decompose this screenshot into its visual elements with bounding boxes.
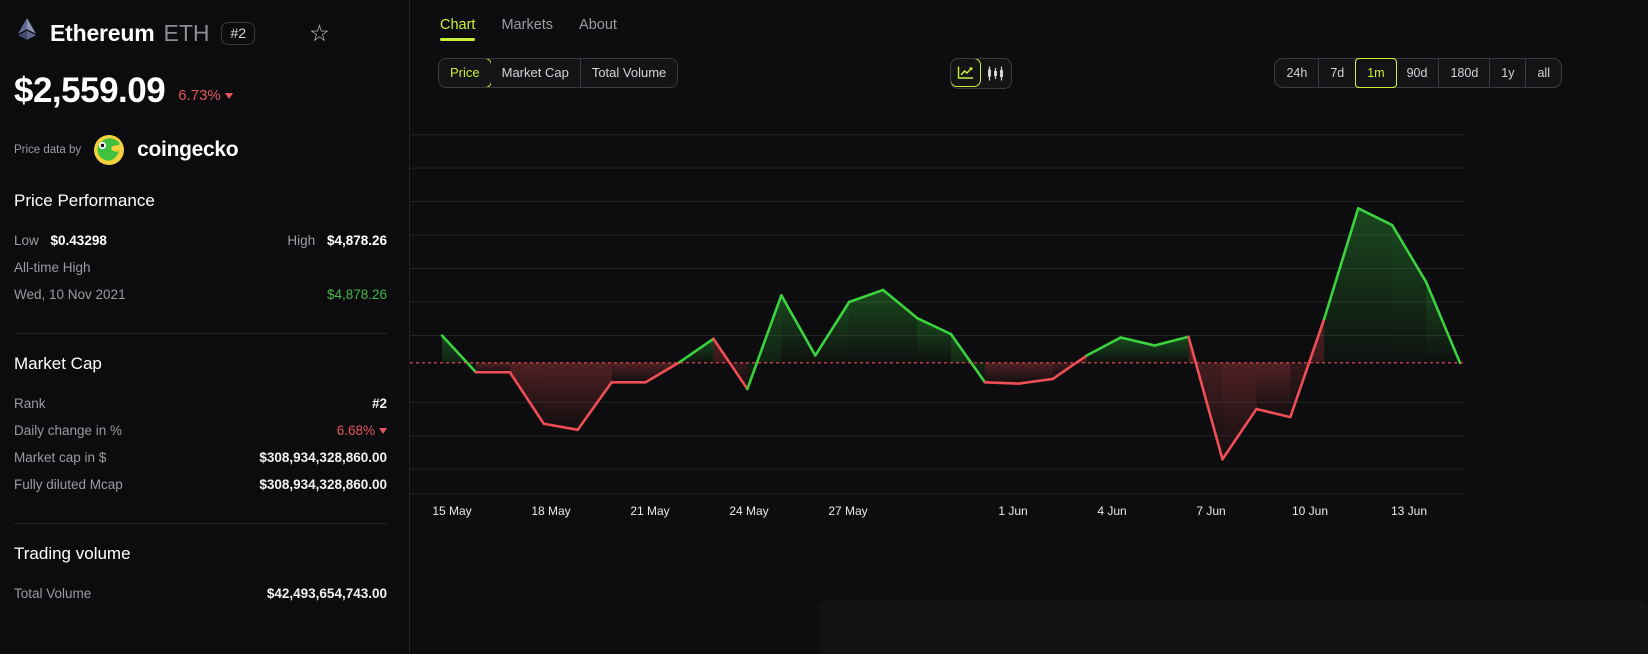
- metric-selector: Price Market Cap Total Volume: [438, 57, 679, 89]
- tab-about[interactable]: About: [579, 17, 617, 33]
- caret-down-icon: [224, 93, 233, 99]
- candlestick-chart-button[interactable]: [980, 59, 1011, 88]
- x-axis-tick: 10 Jun: [1291, 504, 1329, 518]
- chart-controls: Price Market Cap Total Volume: [438, 50, 1648, 96]
- table-row: Rank #2: [14, 390, 387, 417]
- current-price-row: $2,559.09 6.73%: [14, 73, 387, 108]
- row-value: $308,934,328,860.00: [259, 450, 387, 465]
- trading-volume-title: Trading volume: [14, 544, 131, 563]
- x-axis-tick: 27 May: [828, 504, 868, 518]
- coin-header: Ethereum ETH #2 ☆: [14, 10, 387, 56]
- x-axis-tick: 24 May: [729, 504, 769, 518]
- x-axis-tick: 4 Jun: [1097, 504, 1127, 518]
- bottom-panel: [820, 600, 1648, 654]
- x-axis-tick: 1 Jun: [998, 504, 1028, 518]
- market-cap-section: Market Cap Rank #2 Daily change in % 6.6…: [14, 333, 387, 498]
- high-value: $4,878.26: [326, 233, 387, 248]
- divider: [14, 333, 387, 334]
- price-chart-svg[interactable]: [410, 106, 1648, 498]
- x-axis-tick: 21 May: [630, 504, 670, 518]
- x-axis-tick: 7 Jun: [1196, 504, 1226, 518]
- coin-symbol: ETH: [163, 19, 210, 46]
- range-all-button[interactable]: all: [1537, 65, 1550, 80]
- range-90d-button[interactable]: 90d: [1396, 58, 1440, 88]
- table-row: Market cap in $ $308,934,328,860.00: [14, 444, 387, 471]
- range-180d-button[interactable]: 180d: [1439, 58, 1491, 88]
- row-label: Total Volume: [14, 586, 92, 601]
- row-label: Daily change in %: [14, 423, 123, 438]
- all-time-high-row: Wed, 10 Nov 2021 $4,878.26: [14, 281, 387, 308]
- divider: [14, 523, 387, 524]
- x-axis-tick: 13 Jun: [1390, 504, 1428, 518]
- metric-total-volume-button[interactable]: Total Volume: [580, 58, 678, 88]
- trading-volume-section: Trading volume Total Volume $42,493,654,…: [14, 523, 387, 607]
- attribution-label: Price data by: [14, 144, 82, 156]
- range-1m-button[interactable]: 1m: [1355, 57, 1397, 89]
- price-performance-section: Price Performance Low $0.43298 High $4,8…: [14, 191, 387, 308]
- line-chart-button[interactable]: [951, 58, 981, 87]
- row-label: Rank: [14, 396, 46, 411]
- candlestick-chart-icon: [988, 66, 1003, 80]
- range-1y-button[interactable]: 1y: [1490, 58, 1527, 88]
- tab-chart[interactable]: Chart: [440, 1, 476, 49]
- low-group: Low $0.43298: [14, 233, 107, 248]
- price-performance-title: Price Performance: [14, 191, 155, 210]
- metric-market-cap-button[interactable]: Market Cap: [490, 58, 581, 88]
- current-price: $2,559.09: [14, 71, 166, 110]
- line-chart-icon: [957, 66, 973, 79]
- x-axis-tick: 15 May: [432, 504, 472, 518]
- tab-markets[interactable]: Markets: [501, 17, 554, 33]
- range-24h-button[interactable]: 24h: [1275, 58, 1320, 88]
- high-label: High: [287, 233, 316, 248]
- ath-date: Wed, 10 Nov 2021: [14, 287, 126, 302]
- chart-type-toggle: [950, 57, 1012, 89]
- row-label: Fully diluted Mcap: [14, 477, 123, 492]
- low-label: Low: [14, 233, 39, 248]
- ath-value: $4,878.26: [326, 287, 387, 302]
- x-axis-tick: 18 May: [531, 504, 571, 518]
- attribution-brand: coingecko: [137, 138, 239, 161]
- row-value: $42,493,654,743.00: [266, 586, 387, 601]
- market-cap-title: Market Cap: [14, 354, 102, 373]
- table-row: Daily change in % 6.68%: [14, 417, 387, 444]
- coingecko-logo-icon: [94, 135, 125, 165]
- chart-x-axis: 15 May 18 May 21 May 24 May 27 May 1 Jun 4 Jun…: [410, 498, 1648, 528]
- coin-name: Ethereum: [50, 19, 155, 46]
- row-value: $308,934,328,860.00: [259, 477, 387, 492]
- price-change: 6.73%: [178, 87, 233, 104]
- table-row: Fully diluted Mcap $308,934,328,860.00: [14, 471, 387, 498]
- row-label: Market cap in $: [14, 450, 107, 465]
- daily-change-value: 6.68%: [336, 423, 375, 438]
- data-attribution: Price data by coingecko: [14, 134, 387, 166]
- row-value: 6.68%: [337, 423, 387, 438]
- caret-down-icon: [379, 428, 387, 434]
- row-value: #2: [371, 396, 387, 411]
- table-row: Total Volume $42,493,654,743.00: [14, 580, 387, 607]
- high-group: High $4,878.26: [287, 233, 387, 248]
- coin-info-sidebar: Ethereum ETH #2 ☆ $2,559.09 6.73% Price …: [0, 0, 410, 654]
- low-high-row: Low $0.43298 High $4,878.26: [14, 227, 387, 254]
- time-range-selector: 24h 7d 1m 90d 180d 1y all: [1274, 57, 1562, 89]
- panel-tabs: Chart Markets About: [438, 0, 1648, 50]
- price-change-value: 6.73%: [178, 87, 221, 104]
- rank-badge: #2: [221, 21, 256, 45]
- range-7d-button[interactable]: 7d: [1319, 58, 1357, 88]
- chart-panel: Chart Markets About Price Market Cap Tot…: [410, 0, 1648, 654]
- price-chart[interactable]: $2.90K$2.85K$2.80K$2.75K$2.70K$2.65K$2.6…: [410, 106, 1648, 618]
- metric-price-button[interactable]: Price: [439, 58, 492, 88]
- low-value: $0.43298: [50, 233, 107, 248]
- ethereum-logo-icon: [18, 18, 36, 40]
- all-time-high-label: All-time High: [14, 260, 91, 275]
- star-icon[interactable]: ☆: [309, 19, 330, 46]
